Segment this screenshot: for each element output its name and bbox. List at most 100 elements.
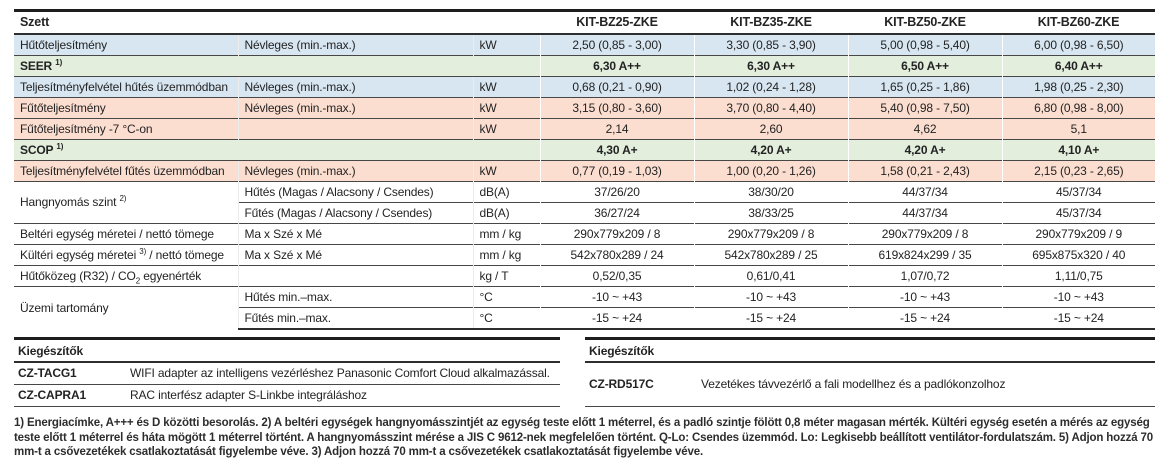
spec-row-unit: kW [472, 160, 541, 182]
accessory-description: Vezetékes távvezérlő a fali modellhez és… [697, 362, 1155, 407]
accessory-description: WIFI adapter az intelligens vezérléshez … [126, 362, 560, 385]
spec-row-label: Hűtőteljesítmény [14, 33, 238, 56]
spec-value-cell: 5,40 (0,98 - 7,50) [847, 97, 1003, 119]
spec-row-sublabel: Névleges (min.-max.) [237, 160, 473, 182]
spec-value-cell: 1,07/0,72 [847, 265, 1003, 287]
spec-row-label: Fűtőteljesítmény -7 °C-on [14, 118, 238, 140]
spec-value-cell: 619x824x299 / 35 [847, 244, 1003, 266]
spec-value-cell: 6,00 (0,98 - 6,50) [1001, 33, 1156, 56]
spec-row: Teljesítményfelvétel fűtés üzemmódban Név… [14, 160, 1156, 182]
spec-value-cell: 0,52/0,35 [539, 265, 695, 287]
spec-value-cell: -15 ~ +24 [693, 307, 849, 330]
spec-value-cell: 0,77 (0,19 - 1,03) [539, 160, 695, 182]
spec-row-label: Hűtőközeg (R32) / CO2 egyenérték [14, 265, 238, 287]
spec-value-cell: 0,68 (0,21 - 0,90) [539, 76, 695, 98]
spec-row-label: Üzemi tartomány [14, 286, 238, 329]
spec-row: Fűtés min.–max. °C -15 ~ +24 -15 ~ +24 -15 ~… [14, 307, 1156, 330]
spec-value-cell: -10 ~ +43 [1001, 286, 1156, 308]
spec-sheet: Szett KIT-BZ25-ZKE KIT-BZ35-ZKE KIT-BZ50… [14, 9, 1156, 460]
spec-value-cell: 4,62 [847, 118, 1003, 140]
spec-row-label: SCOP 1) [14, 139, 541, 161]
spec-value-cell: 1,11/0,75 [1001, 265, 1156, 287]
spec-value-cell: 38/30/20 [693, 181, 849, 203]
spec-row: Fűtés (Magas / Alacsony / Csendes) dB(A) 3… [14, 202, 1156, 224]
spec-row: SCOP 1) 4,30 A+ 4,20 A+ 4,20 A+ 4,10 A+ [14, 139, 1156, 161]
spec-value-cell: 1,02 (0,24 - 1,28) [693, 76, 849, 98]
spec-row-unit: mm / kg [472, 223, 541, 245]
spec-row-label: Kültéri egység méretei 3) / nettó tömege [14, 244, 238, 266]
spec-row: Hűtőközeg (R32) / CO2 egyenérték kg / T 0,… [14, 265, 1156, 287]
accessories-header-row: Kiegészítők [585, 337, 1155, 363]
spec-value-cell: 1,98 (0,25 - 2,30) [1001, 76, 1156, 98]
spec-value-cell: 3,30 (0,85 - 3,90) [693, 33, 849, 56]
spec-value-cell: 1,58 (0,21 - 2,43) [847, 160, 1003, 182]
accessory-row: CZ-CAPRA1 RAC interfész adapter S-Linkbe… [14, 384, 560, 407]
spec-value-cell: 44/37/34 [847, 181, 1003, 203]
accessories-table-right: Kiegészítők CZ-RD517C Vezetékes távvezér… [585, 337, 1155, 407]
spec-value-cell: 1,00 (0,20 - 1,26) [693, 160, 849, 182]
spec-row: Hangnyomás szint 2) Hűtés (Magas / Alacso… [14, 181, 1156, 224]
spec-value-cell: -15 ~ +24 [539, 307, 695, 330]
spec-row-label: SEER 1) [14, 55, 541, 77]
accessories-table-left: Kiegészítők CZ-TACG1 WIFI adapter az int… [14, 337, 560, 407]
spec-value-cell: 695x875x320 / 40 [1001, 244, 1156, 266]
spec-row-unit: °C [472, 307, 541, 330]
spec-header-row: Szett KIT-BZ25-ZKE KIT-BZ35-ZKE KIT-BZ50… [14, 9, 1156, 35]
spec-value-cell: 6,30 A++ [693, 55, 849, 77]
model-header: KIT-BZ60-ZKE [1002, 9, 1156, 35]
model-header: KIT-BZ25-ZKE [540, 9, 695, 35]
spec-row: Fűtőteljesítmény -7 °C-on kW 2,14 2,60 4,62 5… [14, 118, 1156, 140]
spec-value-cell: 4,20 A+ [847, 139, 1003, 161]
spec-row-sublabel: Fűtés (Magas / Alacsony / Csendes) [237, 202, 473, 224]
accessory-row: CZ-TACG1 WIFI adapter az intelligens vez… [14, 362, 560, 385]
spec-value-cell: 5,00 (0,98 - 5,40) [847, 33, 1003, 56]
spec-row-sublabel: Fűtés min.–max. [237, 307, 473, 330]
spec-value-cell: 5,1 [1001, 118, 1156, 140]
accessory-code: CZ-CAPRA1 [14, 384, 126, 407]
spec-row-sublabel: Hűtés (Magas / Alacsony / Csendes) [237, 181, 473, 203]
spec-value-cell: 290x779x209 / 8 [539, 223, 695, 245]
accessory-description: RAC interfész adapter S-Linkbe integrálá… [126, 384, 560, 407]
spec-value-cell: 1,65 (0,25 - 1,86) [847, 76, 1003, 98]
spec-table: Szett KIT-BZ25-ZKE KIT-BZ35-ZKE KIT-BZ50… [14, 9, 1156, 330]
spec-row-unit: kg / T [472, 265, 541, 287]
spec-value-cell: 4,10 A+ [1001, 139, 1156, 161]
spec-row-sublabel [237, 118, 473, 140]
spec-row: Üzemi tartomány Hűtés min.–max. °C -10 ~ +4… [14, 286, 1156, 329]
spec-value-cell: 4,20 A+ [693, 139, 849, 161]
model-header: KIT-BZ35-ZKE [694, 9, 849, 35]
spec-row-label: Teljesítményfelvétel hűtés üzemmódban [14, 76, 238, 98]
spec-value-cell: -10 ~ +43 [847, 286, 1003, 308]
accessory-code: CZ-TACG1 [14, 362, 126, 385]
spec-value-cell: 2,15 (0,23 - 2,65) [1001, 160, 1156, 182]
spec-row-sublabel: Hűtés min.–max. [237, 286, 473, 308]
spec-value-cell: 290x779x209 / 8 [693, 223, 849, 245]
model-header: KIT-BZ50-ZKE [848, 9, 1003, 35]
spec-value-cell: -10 ~ +43 [539, 286, 695, 308]
spec-row-sublabel: Ma x Szé x Mé [237, 244, 473, 266]
spec-row-unit: °C [472, 286, 541, 308]
spec-value-cell: 3,70 (0,80 - 4,40) [693, 97, 849, 119]
spec-value-cell: 290x779x209 / 8 [847, 223, 1003, 245]
spec-row-sublabel: Névleges (min.-max.) [237, 33, 473, 56]
spec-row-unit: mm / kg [472, 244, 541, 266]
spec-value-cell: 542x780x289 / 25 [693, 244, 849, 266]
spec-row-sublabel: Névleges (min.-max.) [237, 97, 473, 119]
spec-row-label: Fűtőteljesítmény [14, 97, 238, 119]
accessories-header: Kiegészítők [14, 337, 560, 363]
accessories-section: Kiegészítők CZ-TACG1 WIFI adapter az int… [14, 337, 1155, 407]
spec-row-unit: dB(A) [472, 202, 541, 224]
spec-row-sublabel [237, 265, 473, 287]
spec-value-cell: 44/37/34 [847, 202, 1003, 224]
spec-value-cell: 542x780x289 / 24 [539, 244, 695, 266]
spec-row-label: Teljesítményfelvétel fűtés üzemmódban [14, 160, 238, 182]
spec-value-cell: 6,40 A++ [1001, 55, 1156, 77]
spec-row-sublabel: Ma x Szé x Mé [237, 223, 473, 245]
spec-value-cell: 36/27/24 [539, 202, 695, 224]
spec-row-unit: kW [472, 33, 541, 56]
spec-value-cell: 38/33/25 [693, 202, 849, 224]
spec-value-cell: 6,80 (0,98 - 8,00) [1001, 97, 1156, 119]
spec-row-label: Beltéri egység méretei / nettó tömege [14, 223, 238, 245]
accessories-header: Kiegészítők [585, 337, 1155, 363]
spec-row: Teljesítményfelvétel hűtés üzemmódban Név… [14, 76, 1156, 98]
